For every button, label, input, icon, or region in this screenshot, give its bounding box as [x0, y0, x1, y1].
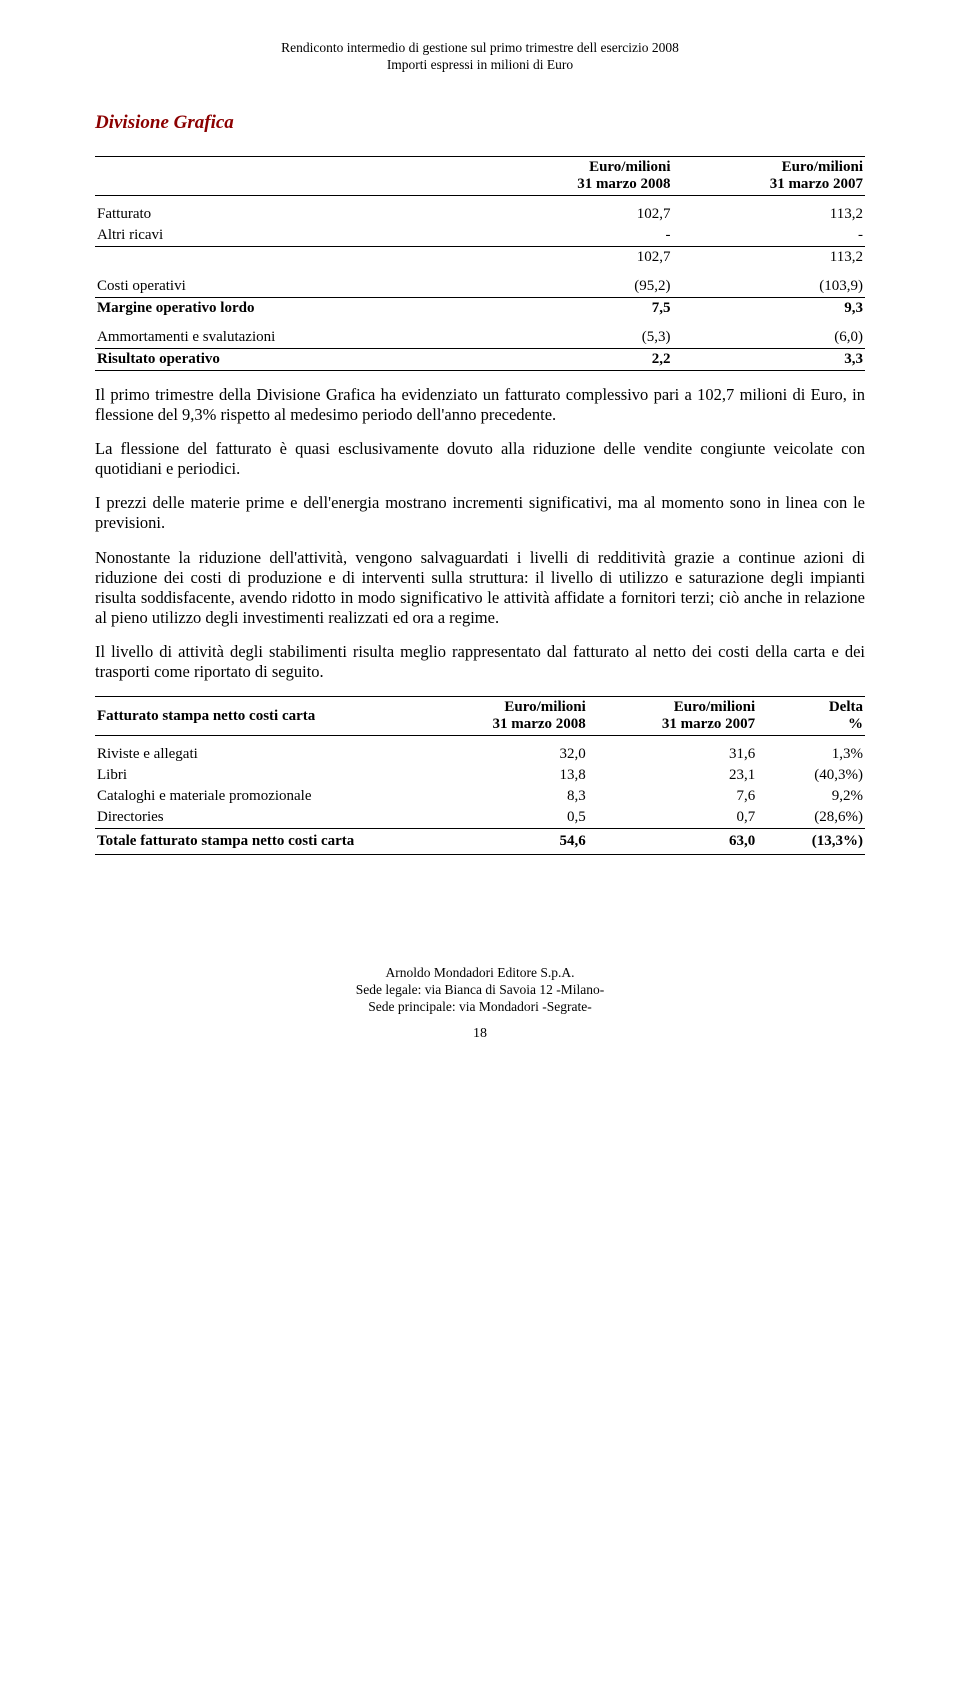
page-number: 18 — [95, 1026, 865, 1042]
body-paragraph-2: La flessione del fatturato è quasi esclu… — [95, 439, 865, 479]
page-footer: Arnoldo Mondadori Editore S.p.A. Sede le… — [95, 965, 865, 1016]
footer-line-3: Sede principale: via Mondadori -Segrate- — [95, 999, 865, 1016]
t1-r3-c2: 113,2 — [673, 246, 866, 268]
t2-c3-h2: % — [848, 716, 863, 732]
t2-tot-c2: 63,0 — [588, 829, 757, 855]
header-line-1: Rendiconto intermedio di gestione sul pr… — [95, 40, 865, 57]
t2-r2-c3: (40,3%) — [757, 765, 865, 786]
t2-r2-label: Libri — [95, 765, 434, 786]
t1-r7-label: Risultato operativo — [95, 348, 480, 370]
body-paragraph-4: Nonostante la riduzione dell'attività, v… — [95, 548, 865, 629]
t1-r1-c1: 102,7 — [480, 195, 673, 225]
body-paragraph-3: I prezzi delle materie prime e dell'ener… — [95, 493, 865, 533]
t2-r3-c1: 8,3 — [434, 786, 588, 807]
t1-col1-h2: 31 marzo 2008 — [577, 176, 670, 192]
t2-c2-h2: 31 marzo 2007 — [662, 716, 755, 732]
fatturato-stampa-table: Fatturato stampa netto costi carta Euro/… — [95, 696, 865, 855]
page-header: Rendiconto intermedio di gestione sul pr… — [95, 40, 865, 74]
t1-r1-c2: 113,2 — [673, 195, 866, 225]
t1-r6-c2: (6,0) — [673, 319, 866, 349]
t2-r4-c2: 0,7 — [588, 807, 757, 829]
t1-r2-c1: - — [480, 225, 673, 247]
financial-summary-table: Euro/milioni31 marzo 2008 Euro/milioni31… — [95, 156, 865, 371]
body-paragraph-1: Il primo trimestre della Divisione Grafi… — [95, 385, 865, 425]
t2-tot-label: Totale fatturato stampa netto costi cart… — [95, 829, 434, 855]
t1-r1-label: Fatturato — [95, 195, 480, 225]
t1-r2-label: Altri ricavi — [95, 225, 480, 247]
t2-r4-c3: (28,6%) — [757, 807, 865, 829]
t2-tot-c3: (13,3%) — [757, 829, 865, 855]
t1-r4-label: Costi operativi — [95, 268, 480, 298]
t2-r3-c2: 7,6 — [588, 786, 757, 807]
body-paragraph-5: Il livello di attività degli stabiliment… — [95, 642, 865, 682]
t2-c1-h2: 31 marzo 2008 — [492, 716, 585, 732]
t1-col1-h1: Euro/milioni — [589, 159, 670, 175]
t2-c1-h1: Euro/milioni — [504, 699, 585, 715]
t2-r2-c1: 13,8 — [434, 765, 588, 786]
t2-c3-h1: Delta — [829, 699, 863, 715]
footer-line-2: Sede legale: via Bianca di Savoia 12 -Mi… — [95, 982, 865, 999]
t1-r3-c1: 102,7 — [480, 246, 673, 268]
t2-r1-label: Riviste e allegati — [95, 736, 434, 766]
t2-r2-c2: 23,1 — [588, 765, 757, 786]
t1-r5-c1: 7,5 — [480, 297, 673, 319]
section-title: Divisione Grafica — [95, 112, 865, 134]
footer-line-1: Arnoldo Mondadori Editore S.p.A. — [95, 965, 865, 982]
t1-r5-label: Margine operativo lordo — [95, 297, 480, 319]
t2-c2-h1: Euro/milioni — [674, 699, 755, 715]
t2-h-label: Fatturato stampa netto costi carta — [95, 697, 434, 736]
t1-col2-h2: 31 marzo 2007 — [770, 176, 863, 192]
t2-r3-label: Cataloghi e materiale promozionale — [95, 786, 434, 807]
t2-r3-c3: 9,2% — [757, 786, 865, 807]
t2-r1-c2: 31,6 — [588, 736, 757, 766]
t1-col2-h1: Euro/milioni — [782, 159, 863, 175]
t2-r1-c3: 1,3% — [757, 736, 865, 766]
header-line-2: Importi espressi in milioni di Euro — [95, 57, 865, 74]
t1-r6-label: Ammortamenti e svalutazioni — [95, 319, 480, 349]
t2-r4-c1: 0,5 — [434, 807, 588, 829]
t1-r2-c2: - — [673, 225, 866, 247]
t2-tot-c1: 54,6 — [434, 829, 588, 855]
t1-r4-c2: (103,9) — [673, 268, 866, 298]
t1-r5-c2: 9,3 — [673, 297, 866, 319]
t1-r4-c1: (95,2) — [480, 268, 673, 298]
t1-r7-c2: 3,3 — [673, 348, 866, 370]
t1-r7-c1: 2,2 — [480, 348, 673, 370]
t2-r4-label: Directories — [95, 807, 434, 829]
t1-r6-c1: (5,3) — [480, 319, 673, 349]
t2-r1-c1: 32,0 — [434, 736, 588, 766]
